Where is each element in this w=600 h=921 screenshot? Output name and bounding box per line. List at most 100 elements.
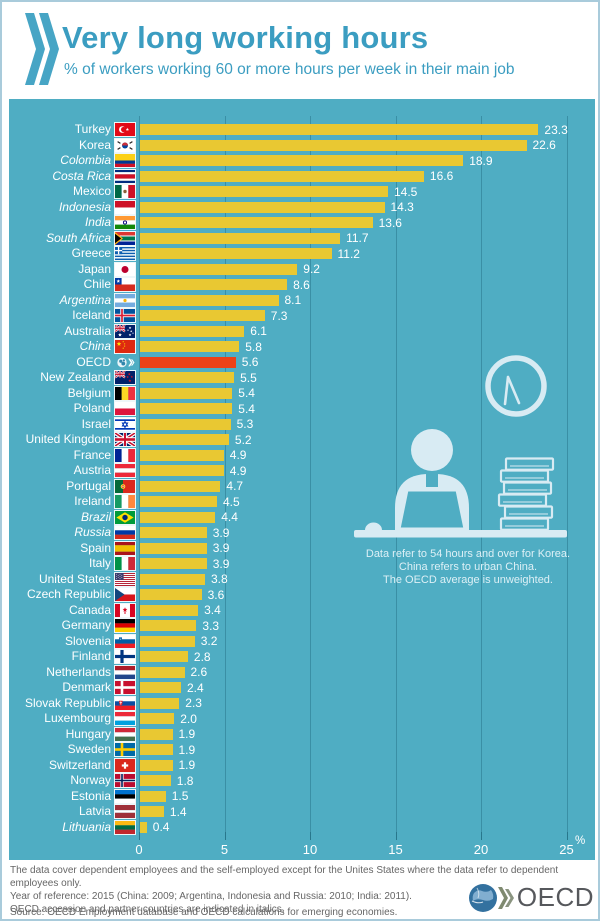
footnote-line: OECD accession and partner countries are… — [10, 904, 285, 915]
country-label: Australia — [64, 323, 111, 338]
bar-value: 4.9 — [229, 463, 247, 478]
flag-icon-israel — [115, 417, 135, 431]
bar-value: 5.2 — [234, 432, 252, 447]
oecd-mini-logo-icon — [115, 355, 135, 369]
flag-icon-slovak-republic — [115, 696, 135, 710]
country-label: Hungary — [65, 726, 111, 741]
bar-row-slovak-republic: Slovak Republic 2.3 — [9, 696, 595, 712]
flag-icon-austria — [115, 464, 135, 478]
footnotes: The data cover dependent employees and t… — [10, 864, 598, 916]
note-line: The OECD average is unweighted. — [383, 574, 553, 586]
bar-new-zealand — [140, 372, 235, 384]
bar-united-states — [140, 573, 205, 585]
bar-row-belgium: Belgium 5.4 — [9, 386, 595, 402]
bar-row-costa-rica: Costa Rica 16.6 — [9, 169, 595, 185]
country-label: India — [84, 215, 111, 229]
flag-icon-brazil — [115, 510, 135, 524]
bar-row-hungary: Hungary 1.9 — [9, 727, 595, 743]
bar-row-luxembourg: Luxembourg 2.0 — [9, 711, 595, 727]
bar-switzerland — [140, 759, 173, 771]
bar-czech-republic — [140, 589, 202, 601]
bar-estonia — [140, 790, 166, 802]
bar-row-turkey: Turkey 23.3 — [9, 122, 595, 138]
bar-row-brazil: Brazil 4.4 — [9, 510, 595, 526]
bar-value: 5.8 — [245, 339, 262, 354]
country-label: Greece — [71, 246, 111, 260]
flag-icon-argentina — [115, 293, 135, 307]
flag-icon-new-zealand — [115, 371, 135, 385]
flag-icon-greece — [115, 247, 135, 261]
bar-row-portugal: Portugal 4.7 — [9, 479, 595, 495]
flag-icon-spain — [115, 541, 135, 555]
footnote-line: Year of reference: 2015 (China: 2009; Ar… — [10, 891, 412, 902]
bar-row-finland: Finland 2.8 — [9, 649, 595, 665]
bar-row-estonia: Estonia 1.5 — [9, 789, 595, 805]
flag-icon-germany — [115, 619, 135, 633]
country-label: Chile — [83, 277, 111, 291]
chart-note: Data refer to 54 hours and over for Kore… — [339, 548, 597, 587]
illustration — [354, 355, 567, 538]
bar-row-iceland: Iceland 7.3 — [9, 308, 595, 324]
country-label: Finland — [71, 649, 111, 663]
bar-value: 3.4 — [204, 603, 221, 618]
flag-icon-south-africa — [115, 231, 135, 245]
country-label: Russia — [74, 525, 111, 539]
country-label: Austria — [73, 463, 111, 477]
country-label: Argentina — [59, 292, 111, 307]
bar-rows: Turkey 23.3 Korea 22.6 Colombia 18.9 Costa Ric… — [9, 122, 595, 835]
bar-value: 2.3 — [185, 696, 202, 711]
bar-row-mexico: Mexico 14.5 — [9, 184, 595, 200]
flag-icon-japan — [115, 262, 135, 276]
flag-icon-china — [115, 340, 135, 354]
country-label: Spain — [80, 540, 111, 555]
bar-row-russia: Russia 3.9 — [9, 525, 595, 541]
flag-icon-ireland — [115, 495, 135, 509]
bar-value: 22.6 — [532, 138, 556, 153]
flag-icon-poland — [115, 402, 135, 416]
bar-latvia — [140, 806, 164, 818]
bar-row-slovenia: Slovenia 3.2 — [9, 634, 595, 650]
bar-value: 9.2 — [303, 262, 320, 277]
country-label: Costa Rica — [52, 168, 111, 183]
flag-icon-belgium — [115, 386, 135, 400]
bar-italy — [140, 558, 207, 570]
flag-icon-iceland — [115, 309, 135, 323]
bar-value: 2.6 — [190, 665, 208, 680]
bar-row-ireland: Ireland 4.5 — [9, 494, 595, 510]
flag-icon-netherlands — [115, 665, 135, 679]
flag-icon-indonesia — [115, 200, 135, 214]
bar-russia — [140, 527, 207, 539]
bar-row-denmark: Denmark 2.4 — [9, 680, 595, 696]
bar-ireland — [140, 496, 217, 508]
bar-value: 4.4 — [221, 510, 238, 525]
bar-row-italy: Italy 3.9 — [9, 556, 595, 572]
flag-icon-finland — [115, 650, 135, 664]
flag-icon-france — [115, 448, 135, 462]
flag-icon-united-kingdom — [115, 433, 135, 447]
bar-australia — [140, 325, 245, 337]
bar-korea — [140, 139, 527, 151]
flag-icon-united-states — [115, 572, 135, 586]
bar-argentina — [140, 294, 279, 306]
country-label: Norway — [70, 773, 111, 787]
flag-icon-chile — [115, 278, 135, 292]
bar-row-chile: Chile 8.6 — [9, 277, 595, 293]
country-label: Portugal — [66, 478, 111, 493]
bar-row-sweden: Sweden 1.9 — [9, 742, 595, 758]
bar-row-austria: Austria 4.9 — [9, 463, 595, 479]
oecd-chevrons-icon — [25, 13, 59, 85]
bar-row-czech-republic: Czech Republic 3.6 — [9, 587, 595, 603]
bar-value: 16.6 — [429, 169, 454, 184]
bar-value: 23.3 — [544, 122, 568, 137]
footer: The data cover dependent employees and t… — [2, 860, 598, 919]
bar-row-japan: Japan 9.2 — [9, 262, 595, 278]
computer-mouse-icon — [365, 522, 382, 530]
flag-icon-india — [115, 216, 135, 230]
country-label: Iceland — [72, 308, 111, 322]
flag-icon-latvia — [115, 805, 135, 819]
flag-icon-australia — [115, 324, 135, 338]
bar-row-norway: Norway 1.8 — [9, 773, 595, 789]
bar-row-lithuania: Lithuania 0.4 — [9, 820, 595, 836]
bar-row-germany: Germany 3.3 — [9, 618, 595, 634]
country-label: Brazil — [80, 509, 111, 524]
